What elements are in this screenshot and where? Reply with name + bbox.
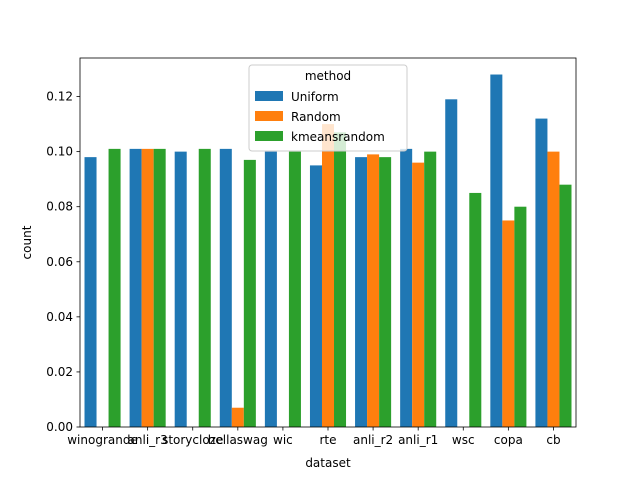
legend-box <box>248 64 408 152</box>
bar-uniform-winogrande <box>84 157 97 427</box>
bar-kmeansrandom-wic <box>288 151 301 427</box>
bar-random-rte <box>321 124 335 428</box>
y-tick-label: 0.02 <box>46 365 73 379</box>
y-tick-label: 0.00 <box>46 420 73 434</box>
x-tick-label-winogrande: winogrande <box>67 433 138 447</box>
bar-random-copa <box>502 220 515 427</box>
y-tick-label: 0.04 <box>46 310 73 324</box>
bar-uniform-cb <box>535 118 548 427</box>
y-tick-label: 0.10 <box>46 145 73 159</box>
bar-random-anli_r2 <box>367 154 380 427</box>
legend-title: method <box>305 69 351 83</box>
bar-uniform-anli_r1 <box>400 148 413 427</box>
bar-uniform-storycloze <box>174 151 187 427</box>
bars-layer <box>84 74 572 428</box>
legend-label-uniform: Uniform <box>291 90 339 104</box>
legend-swatch-random <box>255 111 283 121</box>
bar-kmeansrandom-anli_r2 <box>379 157 392 427</box>
bar-uniform-wic <box>264 151 277 427</box>
x-tick-label-wic: wic <box>273 433 293 447</box>
legend-swatch-uniform <box>255 91 283 101</box>
y-tick-label: 0.08 <box>46 200 73 214</box>
bar-uniform-rte <box>309 165 322 428</box>
bar-kmeansrandom-anli_r3 <box>153 148 166 427</box>
legend-label-random: Random <box>291 110 341 124</box>
x-tick-label-hellaswag: hellaswag <box>208 433 268 447</box>
bar-kmeansrandom-winogrande <box>108 148 121 427</box>
legend-label-kmeansrandom: kmeansrandom <box>291 130 385 144</box>
bar-kmeansrandom-anli_r1 <box>424 151 437 427</box>
bar-kmeansrandom-cb <box>559 184 572 427</box>
legend: method Uniform Random kmeansrandom <box>248 64 408 152</box>
x-tick-label-anli_r2: anli_r2 <box>353 433 393 447</box>
bar-uniform-anli_r3 <box>129 148 142 427</box>
bar-random-hellaswag <box>231 407 244 427</box>
bar-random-anli_r1 <box>412 162 425 427</box>
bar-random-anli_r3 <box>141 148 154 427</box>
x-tick-label-anli_r3: anli_r3 <box>128 433 168 447</box>
bar-kmeansrandom-copa <box>514 206 527 427</box>
bar-kmeansrandom-rte <box>334 132 347 427</box>
bar-kmeansrandom-wsc <box>469 192 482 427</box>
x-tick-label-wsc: wsc <box>452 433 475 447</box>
x-tick-label-rte: rte <box>319 433 336 447</box>
x-tick-label-cb: cb <box>546 433 560 447</box>
x-axis-label: dataset <box>305 456 351 470</box>
bar-uniform-hellaswag <box>219 148 232 427</box>
y-axis-label: count <box>20 225 34 259</box>
bar-kmeansrandom-storycloze <box>198 148 211 427</box>
bar-kmeansrandom-hellaswag <box>243 159 256 427</box>
bar-uniform-copa <box>490 74 503 427</box>
x-tick-label-anli_r1: anli_r1 <box>398 433 438 447</box>
bar-uniform-wsc <box>445 99 458 427</box>
x-tick-label-storycloze: storycloze <box>162 433 223 447</box>
y-tick-label: 0.12 <box>46 90 73 104</box>
bar-uniform-anli_r2 <box>355 157 368 427</box>
y-axis: 0.00 0.02 0.04 0.06 0.08 0.10 0.12 <box>46 90 80 434</box>
legend-swatch-kmeansrandom <box>255 131 283 141</box>
bar-random-cb <box>547 151 560 427</box>
y-tick-label: 0.06 <box>46 255 73 269</box>
x-tick-label-copa: copa <box>494 433 523 447</box>
